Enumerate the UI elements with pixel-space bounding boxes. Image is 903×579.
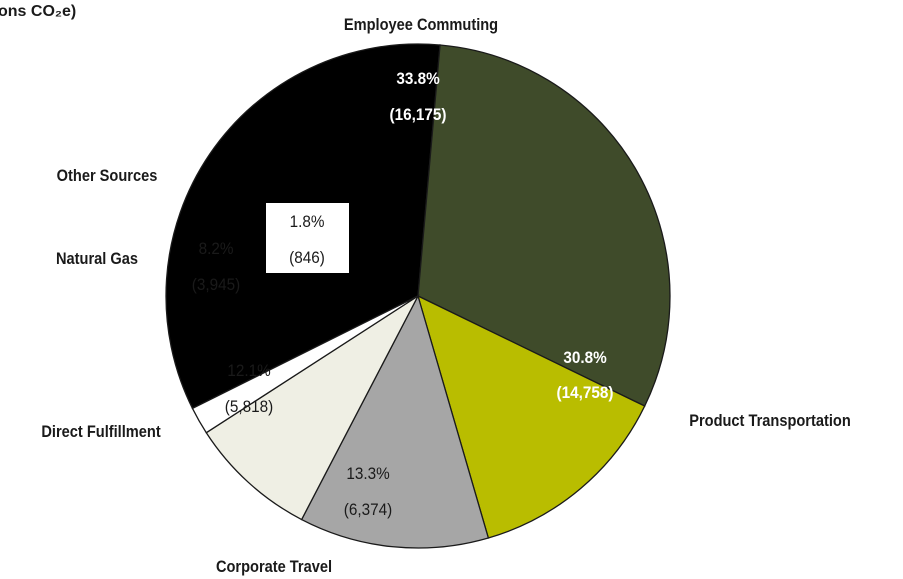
category-label-direct-fulfillment: Direct Fulfillment	[41, 423, 161, 441]
pie-slice-product-transportation	[417, 44, 671, 407]
percent-label-product-transportation: 30.8%	[563, 348, 606, 367]
category-label-natural-gas: Natural Gas	[56, 250, 138, 268]
percent-label-direct-fulfillment: 12.1%	[227, 361, 270, 380]
pie-slice-natural-gas	[205, 294, 420, 521]
value-label-other-sources: (846)	[289, 248, 325, 267]
category-label-product-transportation: Product Transportation	[689, 412, 851, 430]
chart-title-fragment: ons CO₂e)	[0, 3, 76, 20]
value-label-employee-commuting: (16,175)	[390, 105, 447, 124]
other-sources-label-box	[266, 203, 349, 273]
value-label-natural-gas: (3,945)	[192, 275, 240, 294]
category-label-corporate-travel: Corporate Travel	[216, 558, 332, 576]
value-label-product-transportation: (14,758)	[557, 383, 614, 402]
category-label-employee-commuting: Employee Commuting	[344, 16, 498, 34]
percent-label-other-sources: 1.8%	[290, 212, 325, 231]
value-label-corporate-travel: (6,374)	[344, 500, 392, 519]
value-label-direct-fulfillment: (5,818)	[225, 397, 273, 416]
percent-label-natural-gas: 8.2%	[199, 239, 234, 258]
pie-slice-other-sources	[191, 295, 419, 434]
category-label-other-sources: Other Sources	[57, 167, 158, 185]
percent-label-corporate-travel: 13.3%	[346, 464, 389, 483]
pie-slices	[165, 43, 671, 549]
pie-labels: Employee Commuting 33.8% (16,175) Product T…	[41, 16, 850, 576]
pie-slice-direct-fulfillment	[300, 294, 490, 549]
pie-slice-corporate-travel	[416, 294, 646, 539]
percent-label-employee-commuting: 33.8%	[396, 69, 439, 88]
